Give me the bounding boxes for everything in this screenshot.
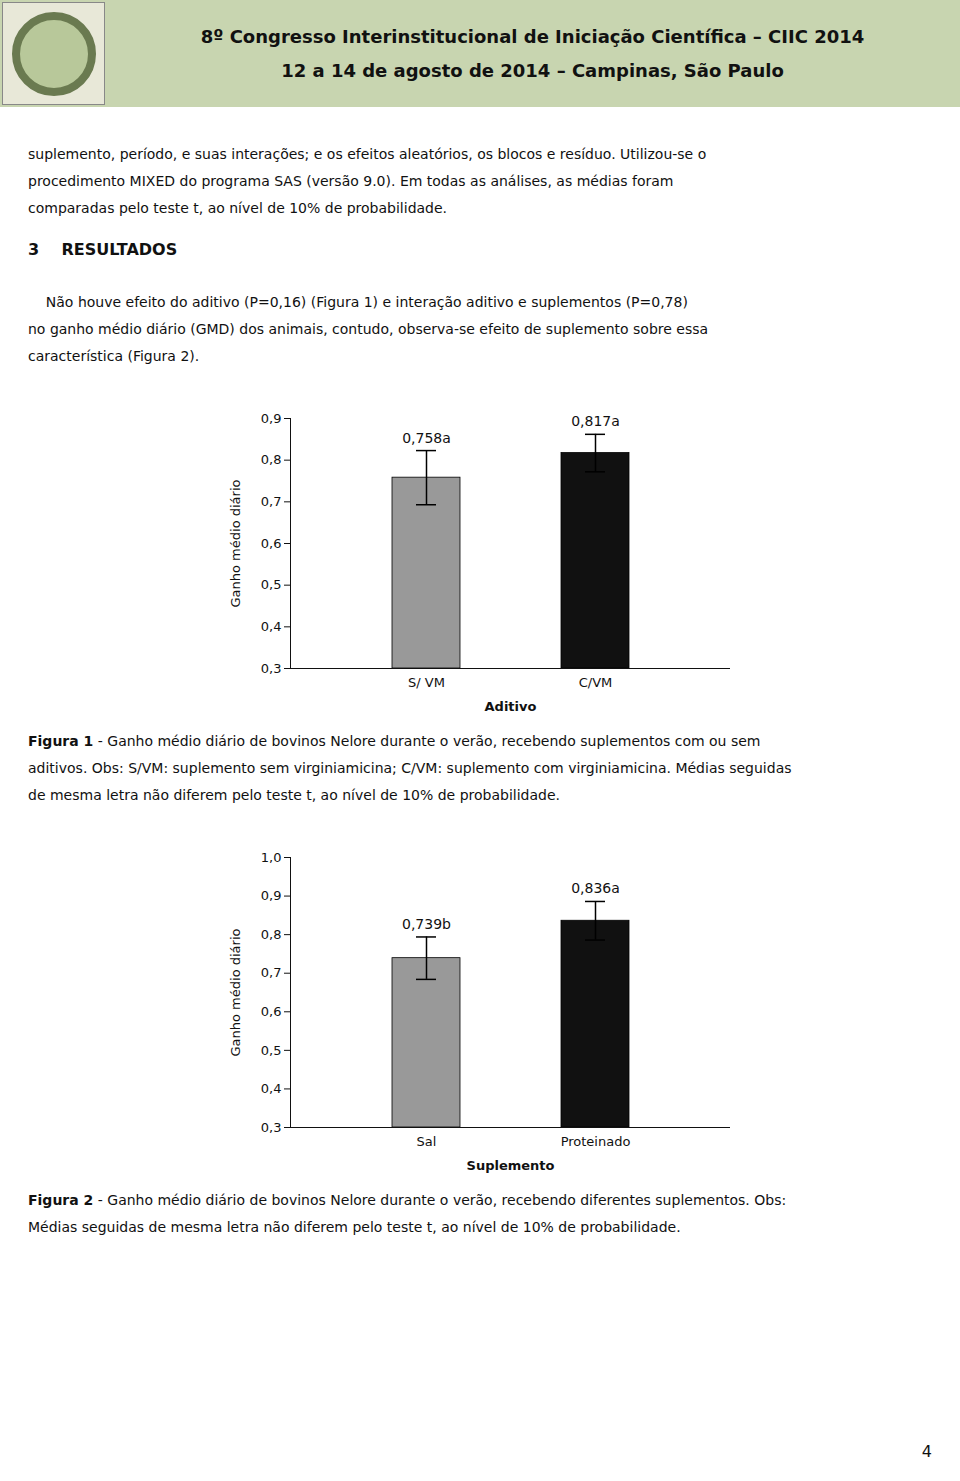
- svg-text:0,836a: 0,836a: [571, 880, 620, 896]
- svg-text:Ganho médio diário: Ganho médio diário: [228, 479, 243, 607]
- html-text:Não houve efeito do aditivo (P: Não houve efeito do aditivo (P=0,16) (Fi…: [28, 294, 688, 310]
- html-text:aditivos. Obs: S/VM: suplement: aditivos. Obs: S/VM: suplemento sem virg…: [28, 760, 792, 776]
- svg-text:0,8: 0,8: [261, 452, 282, 467]
- html-text:suplemento, período, e suas in: suplemento, período, e suas interações; …: [28, 146, 707, 162]
- svg-text:C/VM: C/VM: [579, 675, 613, 690]
- svg-text:0,4: 0,4: [261, 619, 282, 634]
- svg-text:0,3: 0,3: [261, 1120, 282, 1135]
- svg-text:Proteinado: Proteinado: [561, 1134, 631, 1149]
- svg-text:0,7: 0,7: [261, 965, 282, 980]
- svg-text:0,9: 0,9: [261, 411, 282, 426]
- svg-text:1,0: 1,0: [261, 850, 282, 865]
- html-text:procedimento MIXED do programa: procedimento MIXED do programa SAS (vers…: [28, 173, 674, 189]
- html-text:no ganho médio diário (GMD) do: no ganho médio diário (GMD) dos animais,…: [28, 321, 709, 337]
- svg-text:Suplemento: Suplemento: [467, 1158, 555, 1173]
- svg-text:0,758a: 0,758a: [402, 430, 451, 446]
- svg-text:0,5: 0,5: [261, 1043, 282, 1058]
- html-text:8º Congresso Interinstituciona: 8º Congresso Interinstitucional de Inici…: [200, 25, 865, 47]
- svg-text:S/ VM: S/ VM: [408, 675, 445, 690]
- html-text:característica (Figura 2).: característica (Figura 2).: [28, 348, 200, 364]
- svg-text:Aditivo: Aditivo: [485, 699, 537, 714]
- svg-text:0,6: 0,6: [261, 1004, 282, 1019]
- html-text:3 RESULTADOS: 3 RESULTADOS: [28, 240, 178, 259]
- svg-text:0,9: 0,9: [261, 888, 282, 903]
- svg-text:0,7: 0,7: [261, 494, 282, 509]
- svg-text:0,4: 0,4: [261, 1081, 282, 1096]
- html-text:Figura 1 - Ganho médio diário: Figura 1 - Ganho médio diário de bovinos…: [28, 733, 761, 749]
- html-text:de mesma letra não diferem pel: de mesma letra não diferem pelo teste t,…: [28, 787, 560, 803]
- html-text:Médias seguidas de mesma letra: Médias seguidas de mesma letra não difer…: [28, 1219, 681, 1235]
- svg-text:0,3: 0,3: [261, 661, 282, 676]
- html-text:Figura 2 - Ganho médio diário: Figura 2 - Ganho médio diário de bovinos…: [28, 1192, 787, 1208]
- svg-text:0,8: 0,8: [261, 927, 282, 942]
- svg-text:0,5: 0,5: [261, 577, 282, 592]
- svg-text:0,817a: 0,817a: [571, 413, 620, 429]
- html-text:comparadas pelo teste t, ao ní: comparadas pelo teste t, ao nível de 10%…: [28, 200, 448, 216]
- svg-text:0,739b: 0,739b: [402, 916, 451, 932]
- svg-text:Ganho médio diário: Ganho médio diário: [228, 928, 243, 1056]
- svg-text:Sal: Sal: [417, 1134, 437, 1149]
- html-text:4: 4: [921, 1442, 932, 1461]
- html-text:12 a 14 de agosto de 2014 – Ca: 12 a 14 de agosto de 2014 – Campinas, Sã…: [281, 59, 784, 81]
- svg-text:0,6: 0,6: [261, 536, 282, 551]
